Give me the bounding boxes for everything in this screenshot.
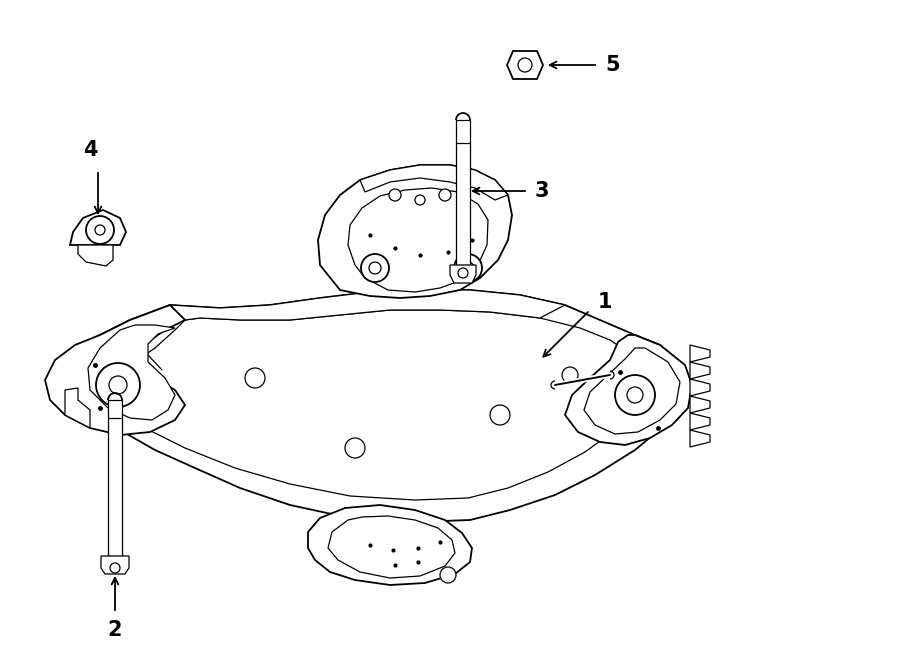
Circle shape	[627, 387, 643, 403]
Polygon shape	[450, 265, 476, 283]
Circle shape	[245, 368, 265, 388]
Polygon shape	[65, 388, 90, 428]
Circle shape	[389, 189, 401, 201]
Circle shape	[490, 405, 510, 425]
Polygon shape	[584, 348, 680, 434]
Polygon shape	[690, 430, 710, 447]
Circle shape	[345, 438, 365, 458]
Text: 3: 3	[535, 181, 550, 201]
Circle shape	[458, 268, 468, 278]
Circle shape	[439, 189, 451, 201]
Polygon shape	[170, 290, 565, 320]
Polygon shape	[690, 362, 710, 379]
Circle shape	[110, 563, 120, 573]
Circle shape	[462, 262, 474, 274]
Text: 5: 5	[605, 55, 619, 75]
Polygon shape	[45, 305, 185, 435]
Polygon shape	[70, 210, 126, 245]
Circle shape	[86, 216, 114, 244]
Polygon shape	[690, 396, 710, 413]
Polygon shape	[65, 290, 685, 522]
Polygon shape	[456, 120, 470, 265]
Polygon shape	[507, 51, 543, 79]
Circle shape	[415, 195, 425, 205]
Text: 4: 4	[83, 140, 97, 160]
Polygon shape	[690, 345, 710, 362]
Circle shape	[454, 254, 482, 282]
Circle shape	[109, 376, 127, 394]
Polygon shape	[565, 335, 692, 445]
Text: 1: 1	[598, 292, 613, 312]
Polygon shape	[108, 400, 122, 556]
Polygon shape	[101, 556, 129, 574]
Circle shape	[440, 567, 456, 583]
Circle shape	[518, 58, 532, 72]
Circle shape	[95, 225, 105, 235]
Polygon shape	[115, 310, 645, 500]
Polygon shape	[690, 413, 710, 430]
Circle shape	[361, 254, 389, 282]
Polygon shape	[348, 188, 488, 292]
Circle shape	[369, 262, 381, 274]
Polygon shape	[328, 516, 455, 578]
Circle shape	[562, 367, 578, 383]
Circle shape	[615, 375, 655, 415]
Polygon shape	[690, 379, 710, 396]
Polygon shape	[78, 245, 113, 266]
Text: 2: 2	[108, 620, 122, 640]
Polygon shape	[88, 325, 175, 420]
Polygon shape	[318, 165, 512, 298]
Polygon shape	[308, 505, 472, 585]
Polygon shape	[360, 165, 508, 200]
Circle shape	[96, 363, 140, 407]
